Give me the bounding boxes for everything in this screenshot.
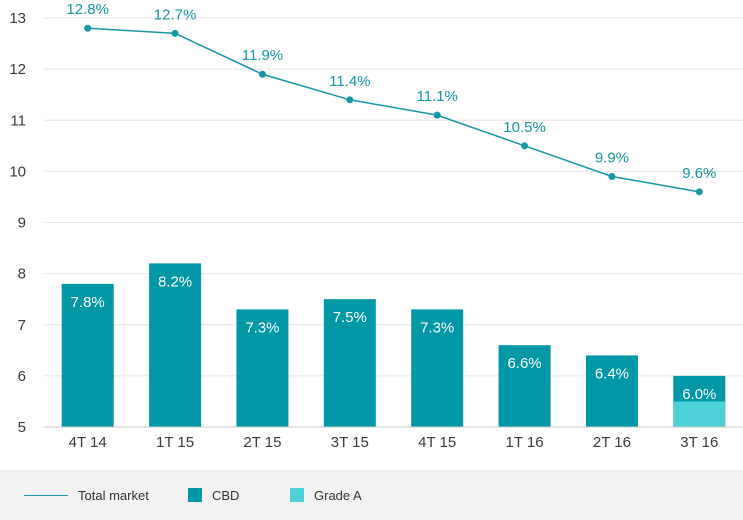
total-market-value-label: 12.8% [66, 1, 109, 18]
bar-value-label: 7.3% [245, 319, 279, 336]
bar-value-label: 6.6% [507, 355, 541, 372]
bar-value-label: 6.0% [682, 386, 716, 403]
bar-cbd [61, 283, 114, 427]
y-tick-label: 11 [10, 112, 26, 129]
x-tick-label: 1T 16 [506, 434, 544, 451]
y-tick-label: 9 [18, 215, 26, 232]
total-market-value-label: 11.1% [416, 88, 457, 105]
x-tick-label: 3T 15 [331, 434, 369, 451]
total-market-point [84, 24, 92, 32]
chart: 5 6 7 8 9 10 11 12 13 7.8% 8.2% 7.3% 7.5% 7.3% 6.6% 6.… [9, 1, 743, 451]
y-tick-label: 6 [18, 368, 26, 385]
legend-item-cbd: CBD [188, 470, 239, 520]
grid-lines [44, 17, 743, 377]
total-market-value-label: 11.4% [329, 73, 370, 90]
bar-cbd [149, 263, 202, 427]
total-market-point [433, 111, 441, 119]
legend-item-total-market: Total market [24, 470, 149, 520]
legend: Total market CBD Grade A [0, 470, 743, 520]
bar-grade-a [673, 401, 726, 427]
x-tick-label: 4T 14 [69, 434, 107, 451]
total-market-value-label: 12.7% [154, 6, 197, 23]
bar-value-label: 7.8% [71, 294, 105, 311]
x-tick-label: 4T 15 [418, 434, 456, 451]
legend-swatch [188, 488, 202, 502]
total-market-point [521, 142, 529, 150]
bar-value-label: 7.5% [333, 309, 367, 326]
total-market-value-label: 11.9% [242, 47, 283, 64]
total-market-point [346, 96, 354, 104]
x-tick-label: 3T 16 [680, 434, 718, 451]
x-tick-label: 2T 15 [243, 434, 281, 451]
bar-cbd [585, 355, 638, 427]
legend-line-marker [24, 494, 68, 496]
x-axis-ticks: 4T 14 1T 15 2T 15 3T 15 4T 15 1T 16 2T 16 3T 16 [69, 434, 719, 451]
total-market-point [608, 172, 616, 180]
total-market-point [695, 188, 703, 196]
bar-value-label: 8.2% [158, 273, 192, 290]
legend-item-grade-a: Grade A [290, 470, 362, 520]
bar-value-label: 7.3% [420, 319, 454, 336]
total-market-value-label: 10.5% [503, 119, 546, 136]
bars: 7.8% 8.2% 7.3% 7.5% 7.3% 6.6% 6.4% 6.0% [61, 263, 726, 427]
x-tick-label: 2T 16 [593, 434, 631, 451]
total-market-value-label: 9.6% [682, 165, 716, 182]
y-tick-label: 5 [18, 419, 26, 436]
total-market-series-line [87, 27, 700, 193]
y-tick-label: 7 [18, 317, 26, 334]
y-axis-ticks: 5 6 7 8 9 10 11 12 13 [9, 10, 26, 436]
bar-value-label: 6.4% [595, 365, 629, 382]
x-tick-label: 1T 15 [156, 434, 194, 451]
legend-swatch [290, 488, 304, 502]
legend-label: Grade A [314, 487, 362, 503]
bar-cbd [498, 345, 551, 427]
total-market-point [171, 29, 179, 37]
bar-cbd [411, 309, 464, 427]
y-tick-label: 13 [9, 10, 26, 27]
y-tick-label: 8 [18, 266, 26, 283]
total-market-point [258, 70, 266, 78]
bar-cbd [236, 309, 289, 427]
bar-cbd [323, 299, 376, 427]
y-tick-label: 10 [9, 163, 26, 180]
total-market-line: 12.8% 12.7% 11.9% 11.4% 11.1% 10.5% 9.9% 9.6% [66, 1, 716, 196]
legend-label: CBD [212, 487, 240, 503]
total-market-value-label: 9.9% [595, 149, 629, 166]
legend-label: Total market [78, 487, 149, 503]
y-tick-label: 12 [9, 61, 26, 78]
